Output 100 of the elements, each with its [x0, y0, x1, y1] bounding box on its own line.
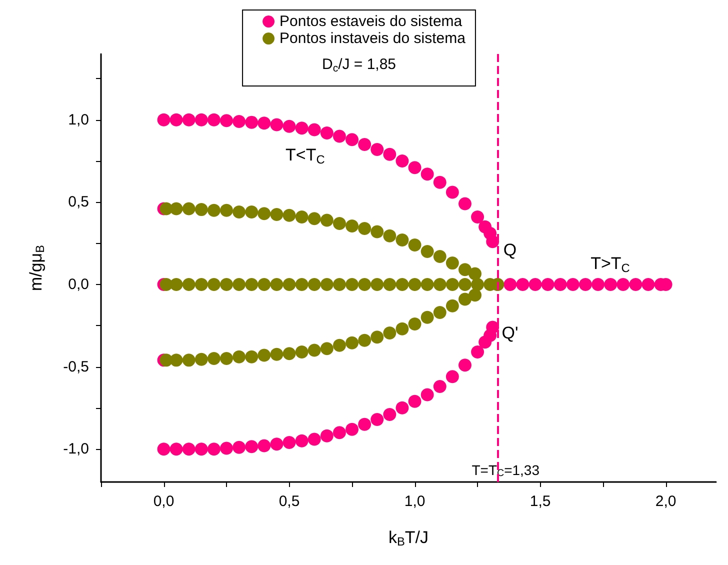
point — [207, 442, 220, 456]
point — [346, 422, 359, 436]
point — [258, 207, 271, 220]
point — [308, 432, 321, 446]
point — [592, 278, 605, 291]
y-axis-title: m/gμB — [26, 244, 47, 292]
point — [420, 310, 434, 324]
point — [308, 123, 321, 136]
point — [383, 278, 396, 291]
point — [433, 250, 446, 263]
point — [358, 334, 372, 347]
point — [458, 278, 472, 291]
point — [258, 439, 271, 452]
point — [245, 278, 258, 291]
point — [245, 350, 258, 364]
point — [170, 202, 183, 216]
point — [578, 278, 592, 291]
annotation: Q' — [502, 324, 518, 343]
y-tick-label: -0,5 — [63, 358, 89, 376]
point — [320, 342, 334, 356]
point — [270, 438, 284, 451]
point — [396, 278, 409, 291]
point — [468, 267, 482, 280]
point — [408, 278, 422, 291]
point — [270, 118, 284, 132]
point — [270, 208, 284, 221]
point — [220, 204, 234, 217]
point — [458, 358, 472, 372]
point — [182, 202, 196, 216]
point — [408, 394, 422, 408]
point — [408, 317, 422, 330]
point — [232, 206, 246, 219]
point — [220, 442, 234, 455]
point — [358, 138, 372, 152]
point — [420, 278, 434, 291]
x-tick-label: 0,0 — [153, 493, 174, 510]
y-tick-label: 1,0 — [68, 111, 89, 128]
point — [554, 278, 567, 291]
annotation: Q — [503, 240, 517, 260]
point — [383, 408, 396, 422]
point — [566, 278, 580, 291]
point — [486, 320, 500, 334]
point — [468, 288, 482, 302]
x-tick-label: 2,0 — [655, 493, 676, 510]
point — [194, 203, 208, 216]
point — [182, 442, 196, 456]
point — [270, 278, 284, 291]
point — [270, 348, 284, 361]
point — [282, 347, 296, 360]
point — [220, 352, 234, 366]
point — [232, 114, 246, 128]
point — [282, 436, 296, 449]
point — [207, 204, 220, 217]
point — [295, 345, 308, 358]
point — [282, 278, 296, 291]
point — [458, 292, 472, 306]
point — [504, 278, 517, 291]
point — [358, 222, 372, 235]
point — [258, 116, 271, 130]
point — [446, 256, 459, 270]
point — [308, 212, 321, 226]
point — [446, 299, 459, 312]
x-tick-label: 0,5 — [278, 493, 300, 510]
point — [194, 442, 208, 456]
point — [346, 133, 359, 146]
point — [295, 278, 308, 291]
point — [396, 234, 409, 247]
point — [446, 370, 459, 384]
point — [182, 278, 196, 291]
point — [207, 352, 220, 366]
point — [408, 238, 422, 252]
point — [383, 229, 396, 242]
point — [471, 278, 484, 291]
y-tick-label: -1,0 — [63, 440, 89, 458]
point — [232, 350, 246, 364]
point — [346, 336, 359, 350]
point — [471, 210, 484, 224]
point — [207, 278, 220, 291]
point — [308, 344, 321, 357]
legend-label: Pontos estaveis do sistema — [280, 13, 463, 30]
point — [157, 113, 170, 126]
point — [541, 278, 554, 291]
y-tick-label: 0,5 — [68, 194, 89, 211]
point — [245, 116, 258, 129]
point — [642, 278, 655, 291]
point — [320, 278, 334, 291]
y-tick-label: 0,0 — [68, 276, 89, 293]
point — [396, 322, 409, 336]
point — [383, 148, 396, 161]
point — [194, 352, 208, 366]
point — [616, 278, 630, 291]
point — [346, 278, 359, 291]
point — [383, 326, 396, 340]
point — [358, 278, 372, 291]
point — [232, 440, 246, 454]
point — [245, 440, 258, 454]
legend-label: Pontos instaveis do sistema — [280, 30, 466, 47]
point — [433, 176, 446, 189]
point — [370, 278, 384, 291]
point — [433, 306, 446, 319]
